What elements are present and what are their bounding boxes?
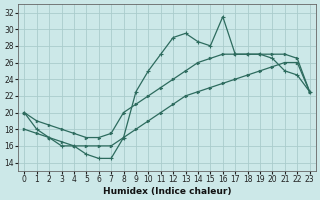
X-axis label: Humidex (Indice chaleur): Humidex (Indice chaleur) xyxy=(103,187,231,196)
